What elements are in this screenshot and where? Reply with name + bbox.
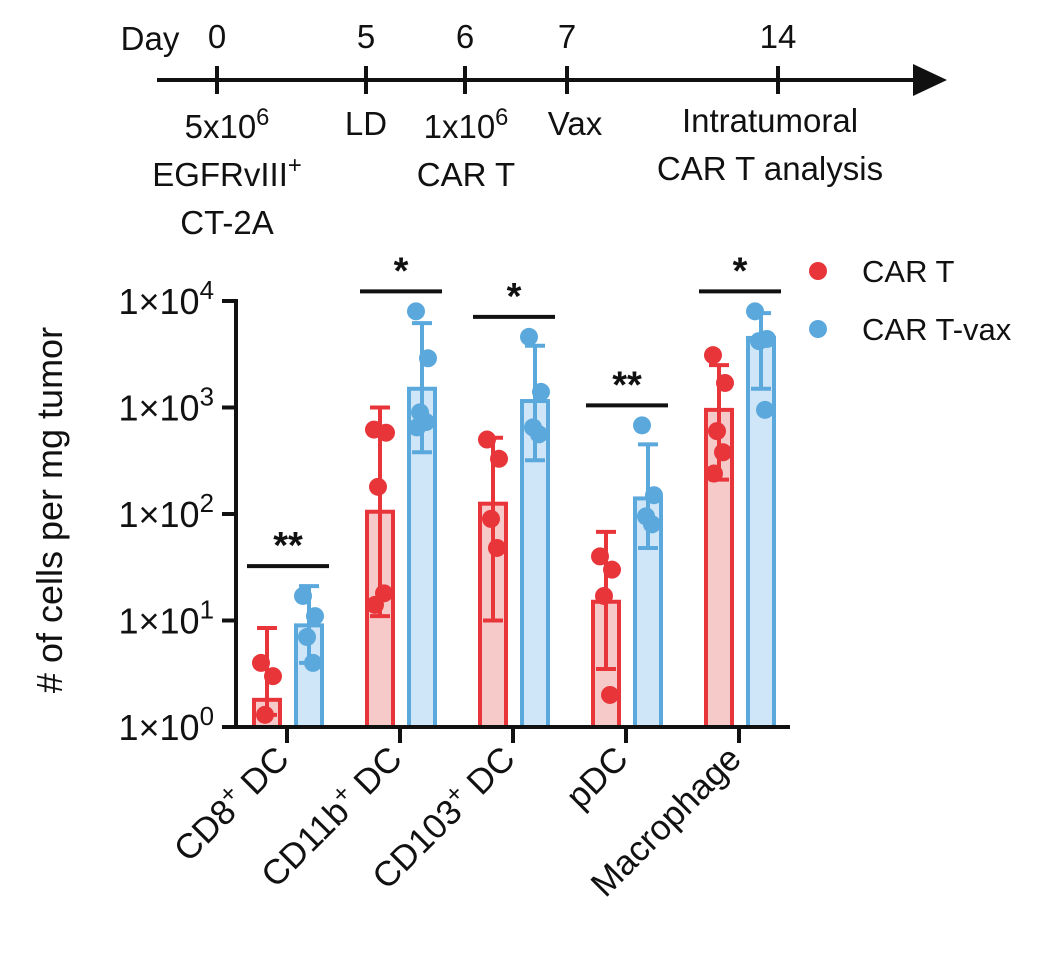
legend-marker bbox=[809, 320, 827, 338]
timeline-day-number: 14 bbox=[760, 18, 797, 55]
data-point bbox=[530, 425, 548, 444]
timeline-event-label: EGFRvIII+ bbox=[152, 152, 302, 193]
data-point bbox=[532, 382, 550, 401]
x-tick-label: pDC bbox=[559, 739, 636, 816]
timeline-event-label: LD bbox=[345, 105, 387, 142]
data-point bbox=[756, 400, 774, 419]
timeline-event-label: 5x106 bbox=[185, 104, 270, 145]
data-point bbox=[407, 302, 425, 321]
data-point bbox=[366, 595, 384, 614]
data-point bbox=[298, 627, 316, 646]
timeline-arrowhead bbox=[913, 64, 947, 96]
timeline-event-label: CAR T bbox=[417, 156, 515, 193]
data-point bbox=[264, 667, 282, 686]
legend: CAR T CAR T-vax bbox=[809, 254, 1012, 347]
bar-car-t-vax bbox=[746, 335, 776, 729]
y-tick-label: 1×104 bbox=[118, 277, 214, 322]
significance-marker: * bbox=[733, 250, 748, 292]
data-point bbox=[488, 538, 506, 557]
data-point bbox=[704, 346, 722, 365]
data-point bbox=[256, 705, 274, 724]
treatment-timeline: Day 0 5x106 EGFRvIII+ CT-2A 5 LD 6 1x106 CAR T 7 Va… bbox=[121, 18, 947, 241]
data-point bbox=[645, 486, 663, 505]
data-point bbox=[377, 423, 395, 442]
legend-marker bbox=[809, 262, 827, 280]
data-point bbox=[603, 560, 621, 579]
data-point bbox=[304, 653, 322, 672]
data-point bbox=[591, 547, 609, 566]
data-point bbox=[482, 509, 500, 528]
legend-label: CAR T bbox=[862, 254, 955, 289]
timeline-day-label: Day bbox=[121, 20, 180, 57]
timeline-event-label: CAR T analysis bbox=[657, 150, 883, 187]
data-point bbox=[490, 449, 508, 468]
significance-marker: * bbox=[394, 250, 409, 292]
y-tick-label: 1×102 bbox=[118, 490, 214, 535]
timeline-day-number: 0 bbox=[208, 18, 226, 55]
bar-chart: # of cells per mg tumor 1×100 1×101 1×102 1×… bbox=[29, 250, 790, 904]
significance-marker: ** bbox=[612, 364, 642, 406]
data-point bbox=[601, 685, 619, 704]
data-point bbox=[595, 586, 613, 605]
data-point bbox=[478, 430, 496, 449]
data-point bbox=[294, 586, 312, 605]
timeline-event-label: Vax bbox=[548, 105, 603, 142]
data-point bbox=[419, 349, 437, 368]
data-point bbox=[746, 302, 764, 321]
data-point bbox=[750, 332, 768, 351]
timeline-day-number: 6 bbox=[456, 18, 474, 55]
y-tick-label: 1×100 bbox=[118, 703, 214, 748]
data-point bbox=[408, 418, 426, 437]
data-point bbox=[369, 477, 387, 496]
timeline-event-label: 1x106 bbox=[424, 104, 509, 145]
timeline-day-number: 5 bbox=[357, 18, 375, 55]
y-axis-label: # of cells per mg tumor bbox=[29, 327, 70, 693]
data-point bbox=[643, 515, 661, 534]
y-tick-label: 1×103 bbox=[118, 384, 214, 429]
data-point bbox=[252, 653, 270, 672]
legend-label: CAR T-vax bbox=[862, 312, 1012, 347]
data-point bbox=[708, 422, 726, 441]
data-point bbox=[306, 607, 324, 626]
significance-marker: ** bbox=[273, 525, 303, 567]
data-point bbox=[633, 416, 651, 435]
timeline-event-label: CT-2A bbox=[180, 204, 274, 241]
data-point bbox=[716, 373, 734, 392]
y-tick-label: 1×101 bbox=[118, 597, 214, 642]
timeline-day-number: 7 bbox=[558, 18, 576, 55]
data-point bbox=[520, 327, 538, 346]
timeline-event-label: Intratumoral bbox=[682, 102, 858, 139]
significance-marker: * bbox=[507, 276, 522, 318]
data-point bbox=[714, 443, 732, 462]
data-point bbox=[705, 464, 723, 483]
